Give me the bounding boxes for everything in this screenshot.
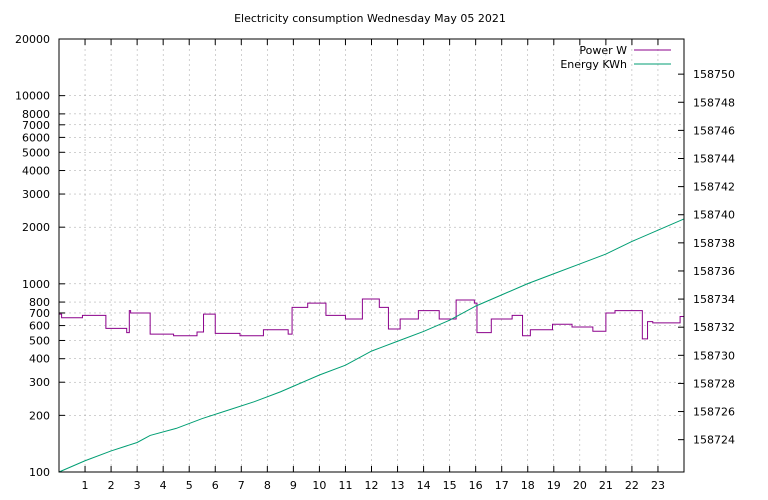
y-tick-label-4000: 4000: [22, 165, 50, 178]
y2-tick-label-158730: 158730: [693, 349, 735, 362]
y2-tick-label-158746: 158746: [693, 124, 735, 137]
legend-label-energy: Energy KWh: [560, 58, 627, 71]
y-tick-label-3000: 3000: [22, 188, 50, 201]
x-tick-label-17: 17: [495, 479, 509, 492]
x-tick-label-7: 7: [238, 479, 245, 492]
x-tick-label-22: 22: [625, 479, 639, 492]
x-tick-label-6: 6: [212, 479, 219, 492]
x-tick-label-5: 5: [186, 479, 193, 492]
y2-tick-label-158738: 158738: [693, 237, 735, 250]
y-tick-label-1000: 1000: [22, 278, 50, 291]
x-tick-label-15: 15: [443, 479, 457, 492]
y-tick-label-10000: 10000: [15, 90, 50, 103]
x-tick-label-23: 23: [651, 479, 665, 492]
y2-tick-label-158728: 158728: [693, 377, 735, 390]
y2-axis-labels: 158724 158726 158728 158730 158732 158734 1587…: [693, 68, 735, 447]
y-tick-label-500: 500: [29, 334, 50, 347]
series-line-power: [59, 298, 684, 340]
y2-tick-label-158726: 158726: [693, 406, 735, 419]
y2-tick-label-158732: 158732: [693, 321, 735, 334]
x-tick-label-9: 9: [290, 479, 297, 492]
y2-tick-label-158748: 158748: [693, 96, 735, 109]
x-tick-label-13: 13: [391, 479, 405, 492]
series-layer: [58, 218, 685, 473]
chart-title: Electricity consumption Wednesday May 05…: [234, 12, 506, 25]
x-tick-label-3: 3: [134, 479, 141, 492]
x-tick-label-10: 10: [312, 479, 326, 492]
y2-tick-label-158742: 158742: [693, 181, 735, 194]
x-tick-label-19: 19: [547, 479, 561, 492]
y-tick-label-600: 600: [29, 320, 50, 333]
axis-ticks: [59, 38, 684, 473]
legend-label-power: Power W: [579, 44, 627, 57]
x-tick-label-1: 1: [82, 479, 89, 492]
y-tick-label-8000: 8000: [22, 108, 50, 121]
y-tick-label-800: 800: [29, 296, 50, 309]
y-tick-label-100: 100: [29, 466, 50, 479]
x-axis-labels: 1 2 3 4 5 6 7 8 9 10 11 12 13 14 15 16 17 18 19 20 21 22 23: [82, 479, 665, 492]
x-tick-label-12: 12: [365, 479, 379, 492]
y2-tick-label-158734: 158734: [693, 293, 735, 306]
y-tick-label-300: 300: [29, 376, 50, 389]
y-tick-label-700: 700: [29, 307, 50, 320]
legend: Power W Energy KWh: [560, 44, 671, 71]
y-tick-label-2000: 2000: [22, 221, 50, 234]
y2-tick-label-158744: 158744: [693, 152, 735, 165]
x-tick-label-18: 18: [521, 479, 535, 492]
y2-tick-label-158736: 158736: [693, 265, 735, 278]
grid-lines: [59, 38, 684, 473]
y-tick-label-200: 200: [29, 409, 50, 422]
y2-tick-label-158750: 158750: [693, 68, 735, 81]
y-tick-label-5000: 5000: [22, 146, 50, 159]
y-tick-label-400: 400: [29, 353, 50, 366]
x-tick-label-21: 21: [599, 479, 613, 492]
x-tick-label-4: 4: [160, 479, 167, 492]
series-line-energy: [58, 218, 685, 473]
y-tick-label-7000: 7000: [22, 119, 50, 132]
x-tick-label-14: 14: [417, 479, 431, 492]
x-tick-label-2: 2: [108, 479, 115, 492]
x-tick-label-11: 11: [338, 479, 352, 492]
y2-tick-label-158740: 158740: [693, 209, 735, 222]
x-tick-label-8: 8: [264, 479, 271, 492]
y-tick-label-20000: 20000: [15, 33, 50, 46]
x-tick-label-16: 16: [469, 479, 483, 492]
y2-tick-label-158724: 158724: [693, 434, 735, 447]
y-tick-label-6000: 6000: [22, 131, 50, 144]
x-tick-label-20: 20: [573, 479, 587, 492]
